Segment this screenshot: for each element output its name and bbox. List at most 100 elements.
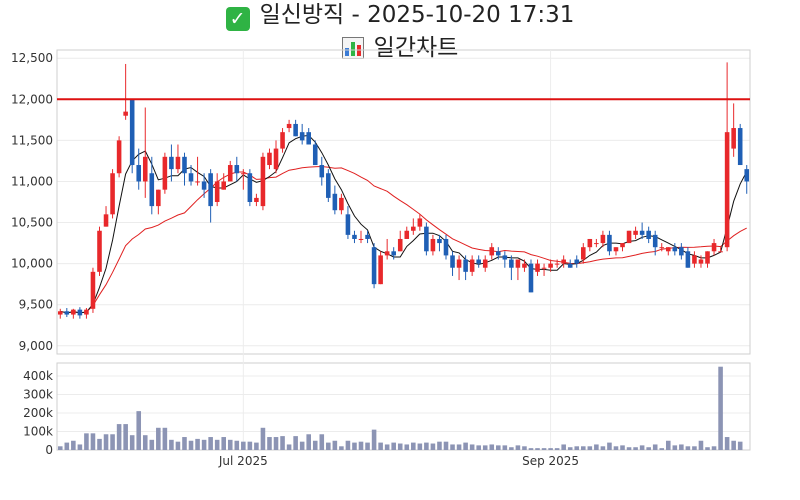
volume-bar — [404, 444, 410, 450]
candle — [214, 173, 220, 207]
candle-body — [613, 247, 619, 252]
candle — [169, 144, 174, 182]
ma-short-path — [60, 134, 748, 314]
volume-bar — [672, 445, 678, 450]
candle — [613, 247, 619, 256]
volume-bar — [326, 442, 331, 450]
volume-bar — [424, 442, 429, 450]
candle-body — [241, 173, 246, 175]
volume-bar — [254, 442, 259, 450]
candle — [652, 230, 658, 256]
candle-body — [456, 259, 462, 268]
volume-bar — [214, 439, 220, 450]
volume-bar — [208, 437, 213, 450]
volume-bar — [463, 442, 468, 450]
volume-bar — [195, 438, 200, 450]
candle-body — [515, 259, 521, 268]
candle — [711, 238, 717, 256]
candle-body — [326, 173, 331, 198]
candle — [463, 255, 468, 281]
candle — [528, 259, 534, 293]
candle — [84, 307, 89, 319]
volume-bar — [247, 441, 253, 450]
candle-body — [57, 311, 63, 315]
candle-body — [417, 218, 423, 227]
volume-bar — [417, 443, 423, 450]
candle-body — [548, 263, 553, 268]
candle — [358, 230, 364, 244]
volume-bar — [286, 444, 292, 450]
candle-body — [110, 173, 115, 215]
candle — [71, 308, 76, 319]
candle-body — [502, 255, 508, 260]
volume-bar — [149, 439, 155, 450]
candle-body — [430, 238, 436, 252]
price-tick-label: 9,500 — [19, 298, 53, 312]
candle-body — [692, 255, 697, 264]
price-tick-label: 11,500 — [11, 133, 53, 147]
candle-body — [574, 259, 580, 264]
candle-body — [424, 226, 429, 252]
volume-bar — [718, 366, 723, 450]
volume-bar — [162, 427, 168, 450]
candle — [509, 255, 514, 281]
candle — [136, 148, 142, 190]
candle — [149, 156, 155, 215]
candle — [659, 243, 665, 252]
volume-bar — [613, 446, 619, 450]
candle-body — [352, 234, 357, 239]
date-tick-label: Jul 2025 — [218, 454, 268, 468]
volume-bar — [332, 440, 338, 450]
candle-body — [541, 267, 547, 269]
volume-bar — [280, 436, 285, 450]
chart-title-text: 일신방직 - 2025-10-20 17:31 — [259, 2, 575, 28]
candle-body — [312, 144, 318, 166]
candle-body — [162, 156, 168, 190]
volume-bar — [633, 447, 638, 450]
volume-grid — [57, 375, 750, 451]
candle — [626, 230, 632, 244]
candle-body — [646, 230, 651, 239]
candle — [620, 243, 625, 252]
volume-bar — [169, 439, 174, 450]
candle — [600, 230, 606, 248]
candle — [201, 173, 207, 198]
volume-bar — [737, 441, 743, 450]
date-axis: Jul 2025 Sep 2025 — [218, 50, 579, 468]
candle — [142, 107, 148, 198]
candle-body — [580, 247, 586, 260]
candle-body — [665, 247, 671, 252]
candle — [705, 251, 710, 268]
candle — [692, 251, 697, 268]
candle — [391, 247, 396, 260]
candle — [77, 307, 83, 319]
volume-axis: 0 100k 200k 300k 400k — [23, 369, 53, 457]
volume-bar — [156, 427, 161, 450]
price-tick-label: 10,500 — [11, 216, 53, 230]
volume-bar — [136, 411, 142, 450]
candle-body — [182, 156, 187, 174]
candle — [561, 255, 566, 268]
candle-body — [378, 255, 383, 285]
candle-body — [123, 111, 128, 116]
candle — [326, 169, 331, 202]
candle — [554, 259, 560, 268]
candle-body — [587, 238, 593, 248]
volume-bar — [705, 447, 710, 450]
candle — [384, 238, 390, 260]
candle-body — [411, 226, 416, 231]
volume-bar — [90, 433, 96, 450]
candle-body — [116, 140, 122, 174]
candle-body — [286, 123, 292, 129]
volume-bar — [692, 446, 697, 450]
candle-body — [64, 311, 70, 315]
volume-bar — [384, 444, 390, 450]
volume-bar — [188, 440, 194, 450]
candle-body — [332, 193, 338, 211]
candle-body — [84, 309, 89, 315]
candle — [339, 193, 344, 215]
candle — [718, 247, 723, 253]
candle-body — [247, 173, 253, 202]
volume-bar — [57, 446, 63, 450]
candle — [587, 238, 593, 252]
